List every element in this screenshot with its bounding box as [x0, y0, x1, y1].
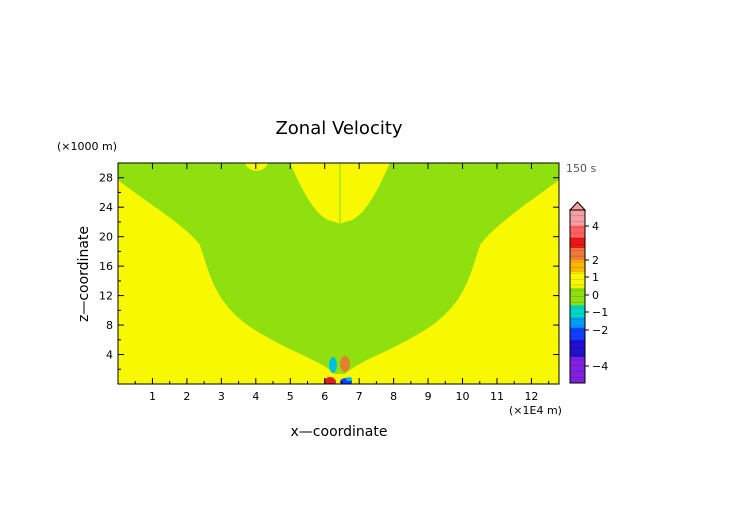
- colorbar-tick-label: −2: [592, 324, 608, 337]
- cyan-surface-fringe: [346, 377, 352, 381]
- colorbar-tick-label: 4: [592, 220, 599, 233]
- colorbar-segment: [570, 357, 585, 384]
- colorbar-segment: [570, 327, 585, 341]
- time-label: 150 s: [566, 162, 596, 175]
- x-unit-label: (×1E4 m): [509, 404, 562, 417]
- colorbar-segment: [570, 248, 585, 261]
- colorbar-segment: [570, 210, 585, 227]
- y-tick-label: 28: [99, 172, 113, 185]
- colorbar-segment: [570, 272, 585, 289]
- cyan-low-cell: [329, 357, 337, 373]
- y-tick-label: 8: [106, 319, 113, 332]
- green-contour-region: [118, 163, 559, 374]
- red-surface-cell: [324, 377, 336, 384]
- y-tick-label: 20: [99, 231, 113, 244]
- x-tick-label: 3: [218, 390, 225, 403]
- x-tick-label: 6: [321, 390, 328, 403]
- x-tick-label: 11: [490, 390, 504, 403]
- colorbar-segment: [570, 237, 585, 249]
- x-tick-label: 4: [252, 390, 259, 403]
- y-tick-label: 4: [106, 349, 113, 362]
- colorbar-segment: [570, 339, 585, 358]
- colorbar: 4 2 1 0 −1 −2 −4: [568, 201, 608, 384]
- y-axis-title: z—coordinate: [76, 226, 92, 322]
- y-unit-label: (×1000 m): [57, 140, 117, 153]
- colorbar-tick-label: 0: [592, 289, 599, 302]
- contour-field: [118, 163, 559, 384]
- y-tick-label: 16: [99, 260, 113, 273]
- x-tick-label: 2: [183, 390, 190, 403]
- orange-low-cell: [340, 356, 350, 372]
- colorbar-tick-label: −1: [592, 306, 608, 319]
- x-tick-label: 9: [425, 390, 432, 403]
- y-tick-label: 12: [99, 290, 113, 303]
- colorbar-segment: [570, 305, 585, 318]
- colorbar-segment: [570, 287, 585, 306]
- x-tick-label: 12: [524, 390, 538, 403]
- colorbar-top-arrow: [568, 201, 587, 211]
- x-axis: 1 2 3 4 5 6 7 8 9 10 11 12: [134, 163, 550, 403]
- yellow-top-notch-left: [245, 163, 268, 171]
- x-tick-label: 7: [356, 390, 363, 403]
- colorbar-segment: [570, 317, 585, 329]
- x-axis-title: x—coordinate: [291, 424, 388, 440]
- colorbar-segment: [570, 225, 585, 239]
- chart-title: Zonal Velocity: [275, 118, 402, 139]
- colorbar-tick-label: 2: [592, 254, 599, 267]
- colorbar-tick-label: −4: [592, 360, 608, 373]
- green-top-notch-right: [415, 163, 438, 171]
- colorbar-tick-label: 1: [592, 271, 599, 284]
- y-tick-label: 24: [99, 201, 113, 214]
- x-tick-label: 5: [287, 390, 294, 403]
- plot-frame: [117, 162, 560, 385]
- x-tick-label: 1: [149, 390, 156, 403]
- x-tick-label: 10: [456, 390, 470, 403]
- colorbar-segment: [570, 260, 585, 273]
- x-tick-label: 8: [390, 390, 397, 403]
- y-axis: 4 8 12 16 20 24 28: [99, 172, 559, 370]
